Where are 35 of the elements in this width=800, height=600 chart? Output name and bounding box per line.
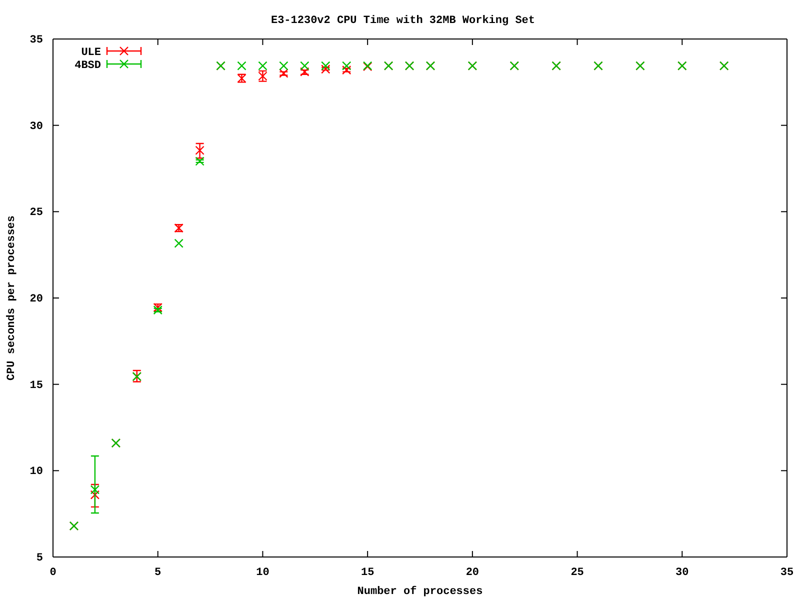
x-tick-label: 35	[780, 566, 794, 579]
y-tick-label: 20	[30, 294, 43, 306]
y-tick-label: 35	[30, 34, 44, 47]
x-tick-label: 30	[676, 566, 689, 579]
chart-title: E3-1230v2 CPU Time with 32MB Working Set	[270, 15, 536, 27]
legend-label: ULE	[81, 47, 102, 59]
y-tick-label: 15	[30, 380, 44, 392]
point	[300, 61, 310, 70]
legend-label: 4BSD	[74, 60, 102, 72]
point	[237, 61, 246, 70]
x-tick-label: 25	[570, 566, 584, 579]
point	[321, 61, 330, 70]
point	[153, 305, 162, 315]
x-axis-title: Number of processes	[357, 585, 483, 598]
x-tick-label: 10	[256, 566, 270, 579]
point	[174, 238, 184, 248]
y-tick-label: 5	[36, 552, 44, 565]
point	[90, 490, 100, 500]
point	[258, 61, 268, 70]
x-tick-label: 0	[50, 566, 56, 579]
y-tick-label: 10	[30, 466, 43, 478]
point	[90, 485, 100, 494]
point	[195, 156, 204, 166]
y-tick-label: 30	[30, 120, 43, 133]
point	[342, 65, 352, 75]
x-tick-label: 5	[154, 566, 162, 579]
point	[279, 68, 288, 78]
x-tick-label: 20	[466, 566, 480, 579]
point	[321, 64, 330, 74]
y-axis-title: CPU seconds per processes	[6, 215, 18, 381]
y-tick-label: 25	[30, 207, 44, 220]
point	[300, 67, 310, 76]
point	[195, 146, 204, 155]
x-tick-label: 15	[360, 566, 375, 579]
point	[279, 61, 288, 70]
